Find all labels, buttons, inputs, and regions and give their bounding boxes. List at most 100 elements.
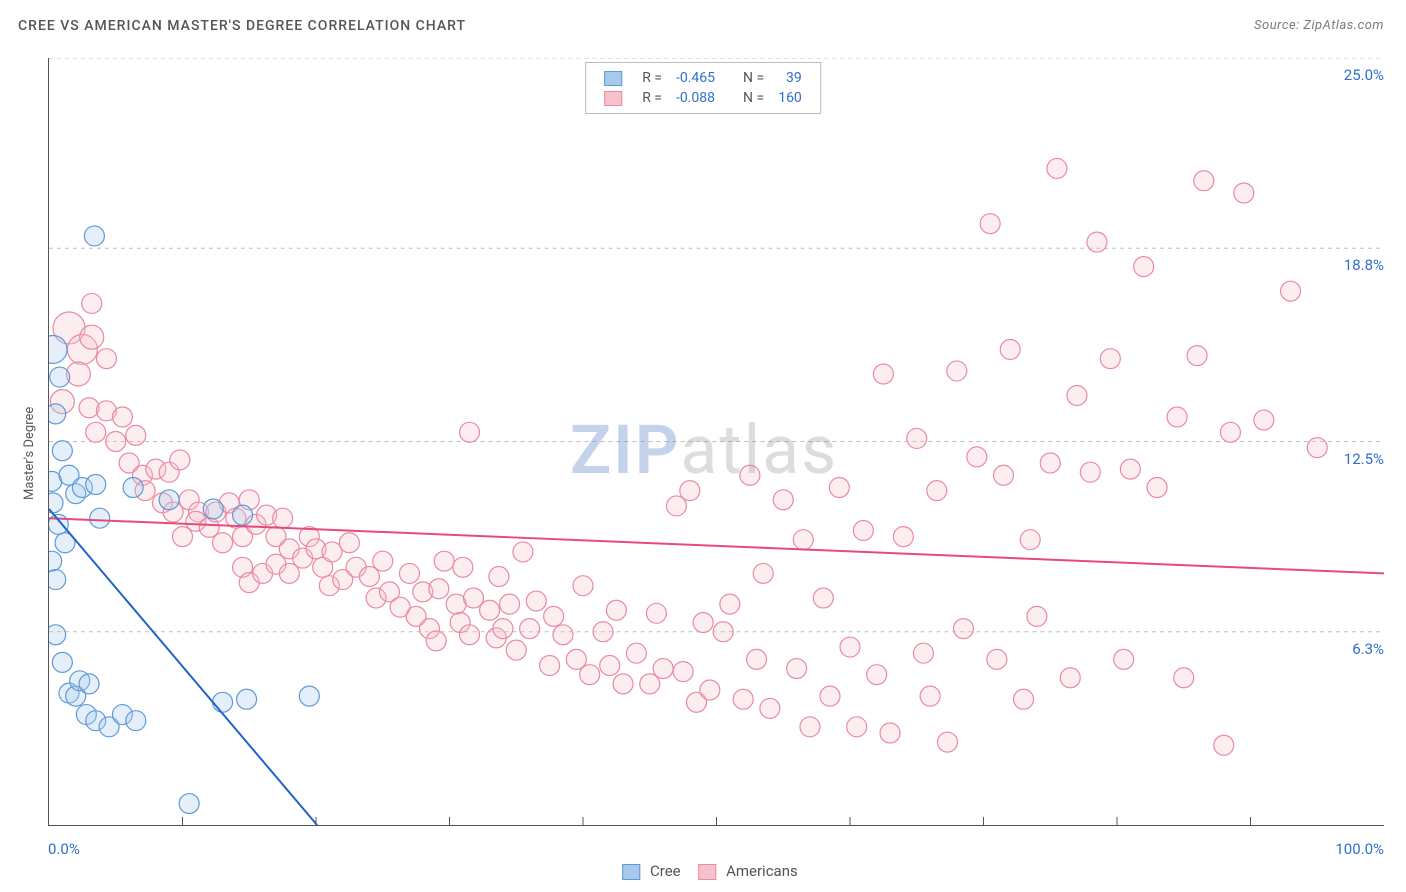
- data-point: [980, 214, 1000, 234]
- data-point: [680, 481, 700, 501]
- data-point: [126, 425, 146, 445]
- data-point: [1114, 649, 1134, 669]
- data-point: [920, 686, 940, 706]
- data-point: [753, 563, 773, 583]
- data-point: [600, 655, 620, 675]
- data-point: [1220, 422, 1240, 442]
- data-point: [49, 404, 66, 424]
- data-point: [506, 640, 526, 660]
- data-point: [112, 407, 132, 427]
- data-point: [593, 622, 613, 642]
- y-axis-label: Master's Degree: [22, 407, 37, 500]
- data-point: [49, 625, 66, 645]
- data-point: [500, 594, 520, 614]
- data-point: [840, 637, 860, 657]
- data-point: [52, 441, 72, 461]
- data-point: [953, 619, 973, 639]
- legend-swatch-cree-bottom: [622, 864, 640, 880]
- data-point: [159, 490, 179, 510]
- data-point: [123, 478, 143, 498]
- data-point: [96, 349, 116, 369]
- data-point: [880, 723, 900, 743]
- data-point: [893, 527, 913, 547]
- data-point: [213, 692, 233, 712]
- data-point: [606, 600, 626, 620]
- data-point: [299, 686, 319, 706]
- source-text: Source: ZipAtlas.com: [1254, 18, 1384, 33]
- x-tick-label: 100.0%: [1324, 840, 1384, 858]
- data-point: [927, 481, 947, 501]
- data-point: [1134, 257, 1154, 277]
- data-point: [646, 603, 666, 623]
- data-point: [339, 533, 359, 553]
- data-point: [1167, 407, 1187, 427]
- data-point: [453, 557, 473, 577]
- data-point: [829, 478, 849, 498]
- data-point: [947, 361, 967, 381]
- data-point: [460, 422, 480, 442]
- legend-swatch-americans-bottom: [698, 864, 716, 880]
- data-point: [733, 689, 753, 709]
- data-point: [1067, 385, 1087, 405]
- data-point: [994, 465, 1014, 485]
- data-point: [126, 711, 146, 731]
- data-point: [84, 226, 104, 246]
- data-point: [544, 606, 564, 626]
- data-point: [170, 450, 190, 470]
- data-point: [653, 659, 673, 679]
- data-point: [873, 364, 893, 384]
- data-point: [460, 625, 480, 645]
- data-point: [86, 422, 106, 442]
- data-point: [673, 662, 693, 682]
- data-point: [79, 674, 99, 694]
- data-point: [1120, 459, 1140, 479]
- data-point: [1254, 410, 1274, 430]
- data-point: [233, 505, 253, 525]
- legend-n-label: N =: [737, 69, 770, 87]
- legend-n-value-cree: 39: [772, 69, 808, 87]
- data-point: [213, 533, 233, 553]
- legend-n-value-americans: 160: [772, 89, 808, 107]
- data-point: [429, 579, 449, 599]
- data-point: [1174, 668, 1194, 688]
- legend-series: Cree Americans: [608, 862, 798, 880]
- data-point: [82, 293, 102, 313]
- data-point: [787, 659, 807, 679]
- data-point: [847, 717, 867, 737]
- data-point: [553, 625, 573, 645]
- legend-swatch-cree: [604, 71, 622, 86]
- data-point: [813, 588, 833, 608]
- data-point: [1214, 735, 1234, 755]
- data-point: [720, 594, 740, 614]
- legend-stats-row-cree: R = -0.465 N = 39: [598, 69, 808, 87]
- data-point: [79, 398, 99, 418]
- data-point: [1087, 232, 1107, 252]
- data-point: [1307, 438, 1327, 458]
- data-point: [373, 551, 393, 571]
- data-point: [1100, 349, 1120, 369]
- data-point: [867, 665, 887, 685]
- data-point: [50, 367, 70, 387]
- data-point: [1234, 183, 1254, 203]
- data-point: [106, 432, 126, 452]
- chart-title: CREE VS AMERICAN MASTER'S DEGREE CORRELA…: [18, 18, 466, 34]
- data-point: [399, 563, 419, 583]
- data-point: [853, 520, 873, 540]
- data-point: [820, 686, 840, 706]
- data-point: [700, 680, 720, 700]
- data-point: [513, 542, 533, 562]
- plot-area: [48, 58, 1384, 826]
- data-point: [520, 619, 540, 639]
- data-point: [1187, 346, 1207, 366]
- legend-stats: R = -0.465 N = 39 R = -0.088 N = 160: [585, 62, 821, 114]
- data-point: [793, 530, 813, 550]
- data-point: [1047, 158, 1067, 178]
- data-point: [913, 643, 933, 663]
- data-point: [52, 652, 72, 672]
- data-point: [273, 508, 293, 528]
- data-point: [773, 490, 793, 510]
- data-point: [1014, 689, 1034, 709]
- data-point: [237, 689, 257, 709]
- data-point: [800, 717, 820, 737]
- data-point: [49, 551, 62, 571]
